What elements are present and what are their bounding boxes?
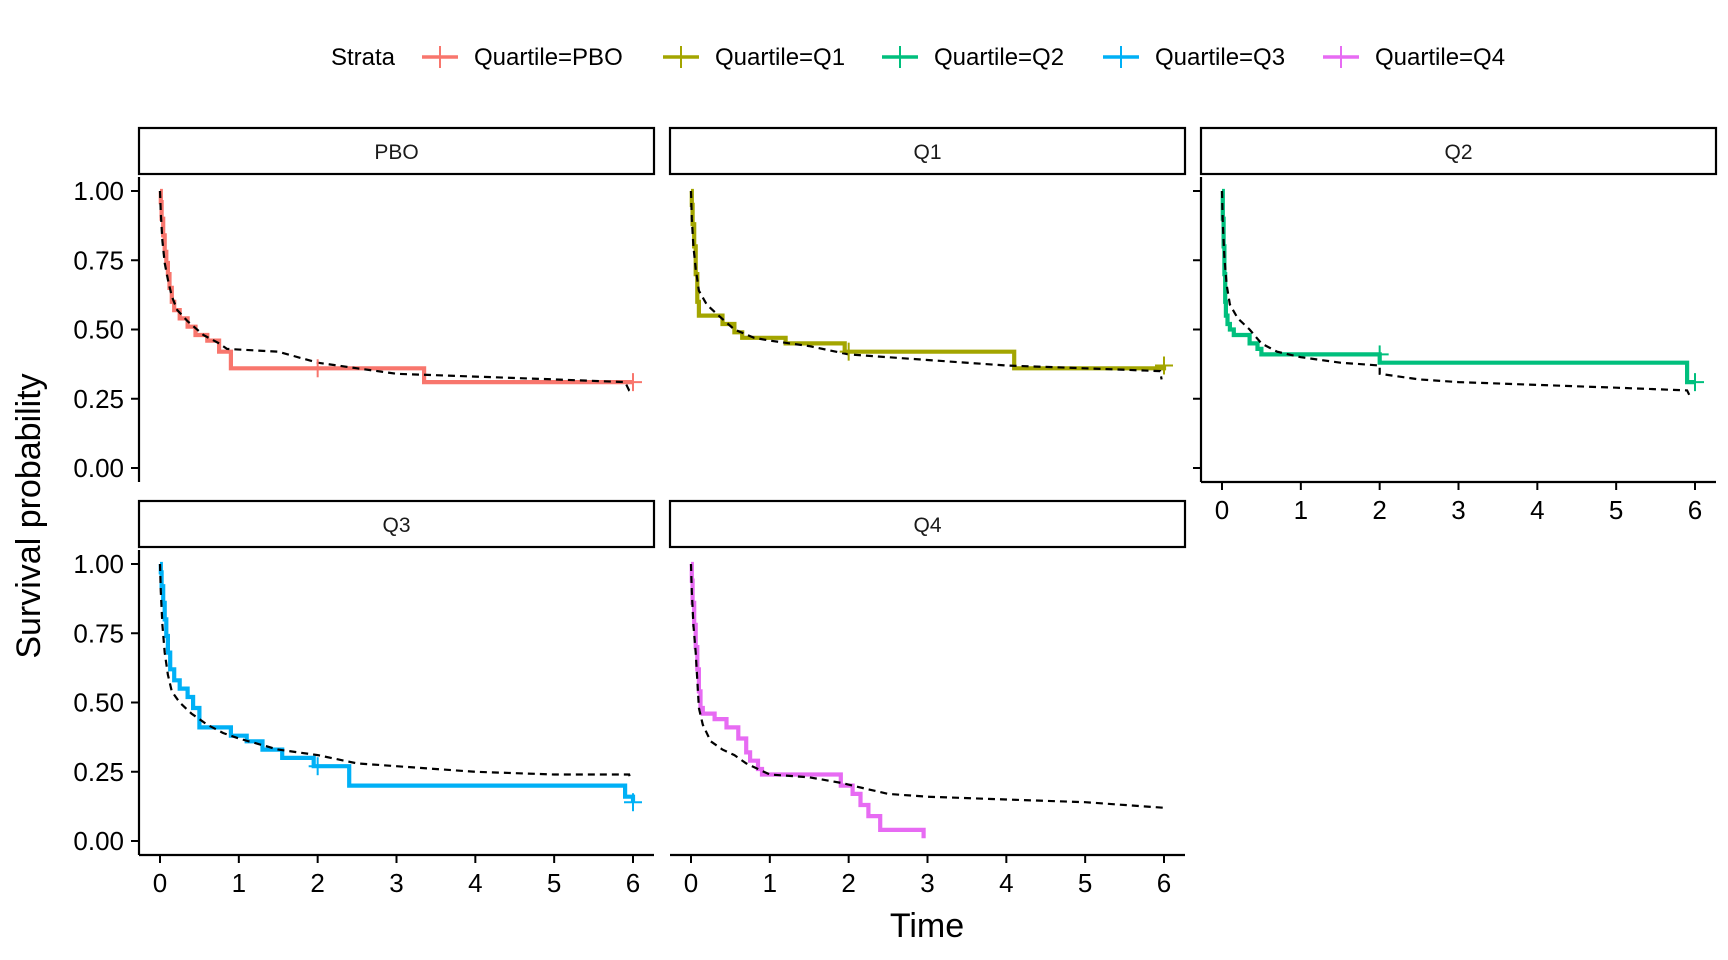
facet-strip [668, 126, 1187, 176]
x-tick-label: 0 [1215, 495, 1229, 525]
x-tick-label: 6 [1688, 495, 1702, 525]
x-tick-label: 5 [1078, 868, 1092, 898]
facet-strip-label: Q3 [382, 514, 410, 537]
y-tick-label: 0.75 [73, 618, 124, 648]
facet-strip-label: PBO [374, 141, 418, 164]
x-tick-label: 6 [626, 868, 640, 898]
x-tick-label: 6 [1157, 868, 1171, 898]
km-curve [689, 188, 1167, 371]
x-tick-label: 2 [310, 868, 324, 898]
legend-label: Quartile=Q3 [1155, 44, 1285, 71]
facet-strip [137, 126, 656, 176]
y-tick-label: 1.00 [73, 176, 124, 206]
facet-strip-label: Q2 [1444, 141, 1472, 164]
facet-panel: PBO 0.00 0.25 0.50 0.75 1.00 [73, 126, 656, 483]
x-tick-label: 3 [1451, 495, 1465, 525]
reference-curve [158, 563, 632, 781]
x-tick-label: 4 [1530, 495, 1544, 525]
legend: Strata Quartile=PBO Quartile=Q1 Quartile=Q2… [331, 44, 1505, 71]
x-tick-label: 5 [547, 868, 561, 898]
x-tick-label: 2 [841, 868, 855, 898]
legend-title: Strata [331, 44, 396, 71]
y-tick-label: 0.00 [73, 826, 124, 856]
y-tick-label: 0.75 [73, 245, 124, 275]
facets: PBO 0.00 0.25 0.50 0.75 1.00 Q1 Q2 0 1 2 3 4 5 6 Q3 0.00… [73, 126, 1718, 898]
facet-panel: Q3 0.00 0.25 0.50 0.75 1.00 0 1 2 3 4 5 6 [73, 499, 656, 898]
legend-label: Quartile=Q2 [934, 44, 1064, 71]
km-curve [689, 561, 926, 839]
facet-strip [137, 499, 656, 549]
x-tick-label: 1 [1294, 495, 1308, 525]
facet-strip-label: Q1 [913, 141, 941, 164]
reference-curve [158, 190, 634, 395]
y-tick-label: 0.25 [73, 384, 124, 414]
km-curve [158, 188, 633, 385]
facet-strip [668, 499, 1187, 549]
facet-strip-label: Q4 [913, 514, 941, 537]
y-tick-label: 0.00 [73, 453, 124, 483]
x-tick-label: 3 [920, 868, 934, 898]
x-tick-label: 2 [1372, 495, 1386, 525]
reference-curve [689, 190, 1163, 380]
reference-curve [689, 563, 1165, 809]
x-tick-label: 5 [1609, 495, 1623, 525]
x-tick-label: 3 [389, 868, 403, 898]
x-tick-label: 0 [684, 868, 698, 898]
x-axis-title: Time [890, 907, 964, 945]
reference-curve [1220, 190, 1693, 400]
x-tick-label: 0 [153, 868, 167, 898]
x-tick-label: 4 [999, 868, 1013, 898]
legend-label: Quartile=Q1 [715, 44, 845, 71]
facet-panel: Q4 0 1 2 3 4 5 6 [668, 499, 1187, 898]
km-curve [158, 561, 636, 803]
x-tick-label: 1 [763, 868, 777, 898]
y-tick-label: 0.50 [73, 688, 124, 718]
x-tick-label: 4 [468, 868, 482, 898]
legend-label: Quartile=Q4 [1375, 44, 1505, 71]
facet-strip [1199, 126, 1718, 176]
y-tick-label: 1.00 [73, 549, 124, 579]
y-tick-label: 0.50 [73, 315, 124, 345]
y-axis-title: Survival probability [10, 373, 48, 658]
legend-label: Quartile=PBO [474, 44, 623, 71]
y-tick-label: 0.25 [73, 757, 124, 787]
km-curve [1220, 188, 1695, 385]
facet-panel: Q2 0 1 2 3 4 5 6 [1193, 126, 1718, 525]
x-tick-label: 1 [232, 868, 246, 898]
facet-panel: Q1 [668, 126, 1187, 380]
